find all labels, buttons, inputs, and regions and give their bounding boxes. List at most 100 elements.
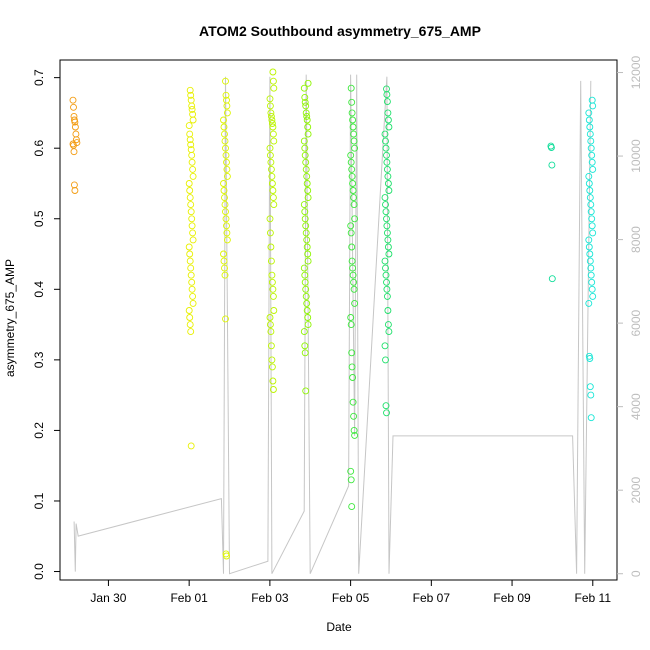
point	[268, 271, 276, 279]
point	[187, 271, 195, 279]
point	[348, 503, 356, 511]
point	[586, 355, 594, 362]
point	[588, 278, 596, 286]
point	[186, 257, 194, 265]
y-tick-label: 0.5	[32, 210, 46, 227]
point	[186, 194, 194, 202]
series-batch-5	[300, 79, 312, 395]
point	[349, 398, 357, 406]
point	[189, 292, 197, 300]
x-tick-label: Feb 11	[575, 591, 612, 605]
point	[269, 123, 277, 131]
point	[222, 215, 230, 223]
point	[223, 236, 231, 244]
point	[269, 377, 277, 385]
point	[383, 292, 391, 300]
point	[223, 222, 230, 230]
point	[302, 158, 310, 166]
point	[304, 79, 312, 87]
point	[221, 137, 229, 145]
series-batch-7	[381, 85, 393, 417]
point	[300, 84, 308, 92]
point	[588, 222, 596, 230]
point	[384, 307, 392, 314]
point	[350, 412, 358, 420]
point	[350, 278, 358, 286]
point	[268, 180, 276, 187]
point	[268, 363, 276, 371]
right-y-tick-label: 12000	[629, 56, 643, 90]
point	[383, 91, 391, 99]
point	[585, 299, 593, 307]
point	[220, 250, 227, 258]
point	[303, 172, 311, 180]
point	[347, 151, 355, 159]
point	[382, 201, 389, 209]
point	[301, 215, 309, 223]
point	[382, 356, 389, 364]
point	[269, 187, 277, 194]
point	[384, 116, 392, 124]
point	[269, 285, 277, 293]
point	[349, 123, 357, 131]
point	[300, 137, 308, 145]
point	[223, 229, 231, 237]
point	[269, 130, 277, 138]
point	[186, 136, 194, 144]
point	[266, 321, 274, 329]
point	[72, 136, 80, 144]
point	[188, 222, 196, 230]
point	[269, 292, 277, 300]
point	[185, 307, 193, 314]
point	[188, 105, 196, 113]
point	[383, 151, 390, 159]
point	[220, 116, 227, 124]
point	[186, 187, 194, 194]
y-tick-label: 0.0	[32, 563, 46, 580]
point	[185, 243, 193, 251]
point	[220, 123, 228, 131]
point	[302, 102, 310, 110]
point	[351, 144, 359, 152]
point	[586, 187, 594, 194]
y-axis-label: asymmetry_675_AMP	[3, 259, 17, 377]
point	[304, 123, 312, 131]
point	[266, 95, 274, 103]
point	[300, 328, 308, 336]
point	[384, 180, 392, 187]
point	[269, 68, 277, 76]
point	[348, 243, 356, 251]
point	[347, 321, 355, 329]
point	[300, 264, 308, 272]
axes-layer: Jan 30 Feb 01 Feb 03 Feb 05 Feb 07 Feb 09 Feb …	[32, 56, 643, 605]
point	[266, 151, 274, 159]
point	[268, 120, 276, 127]
point	[223, 102, 231, 110]
point	[270, 201, 278, 209]
points-layer	[69, 68, 597, 560]
point	[588, 151, 596, 159]
x-tick-label: Feb 09	[493, 591, 531, 605]
point	[350, 426, 358, 434]
point	[304, 250, 312, 258]
overlay-line	[73, 74, 592, 575]
point	[269, 194, 277, 202]
point	[222, 208, 229, 216]
point	[189, 116, 197, 124]
point	[187, 328, 195, 336]
point	[587, 201, 595, 209]
point	[221, 264, 228, 272]
point	[589, 102, 597, 110]
point	[266, 215, 274, 223]
point	[301, 93, 309, 101]
point	[548, 161, 556, 169]
point	[302, 109, 310, 117]
point	[223, 158, 230, 166]
point	[586, 383, 594, 391]
point	[304, 187, 312, 194]
point	[589, 229, 597, 237]
point	[301, 208, 309, 216]
point	[384, 172, 392, 180]
point	[586, 250, 594, 258]
